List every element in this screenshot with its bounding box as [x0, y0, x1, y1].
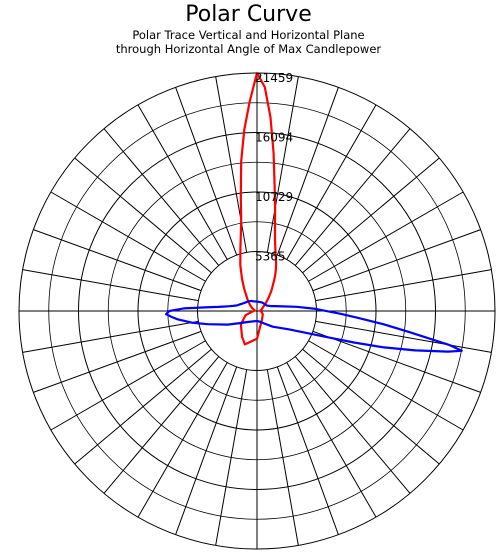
spoke-330 [138, 105, 227, 260]
spoke-70 [313, 230, 481, 291]
series-line-1 [240, 73, 276, 344]
spoke-240 [51, 341, 206, 430]
spoke-160 [277, 367, 338, 535]
spoke-120 [309, 341, 464, 430]
r-tick-label-4: 21459 [255, 71, 293, 85]
spoke-210 [138, 363, 227, 518]
spoke-290 [33, 230, 201, 291]
spoke-300 [51, 192, 206, 281]
spoke-200 [176, 367, 237, 535]
r-tick-label-3: 16094 [255, 131, 293, 145]
spoke-60 [309, 192, 464, 281]
r-tick-label-1: 5365 [255, 249, 286, 263]
spoke-30 [287, 105, 376, 260]
spoke-150 [287, 363, 376, 518]
spoke-340 [176, 87, 237, 255]
spoke-250 [33, 331, 201, 392]
spoke-20 [277, 87, 338, 255]
r-tick-label-2: 10729 [255, 190, 293, 204]
spoke-110 [313, 331, 481, 392]
